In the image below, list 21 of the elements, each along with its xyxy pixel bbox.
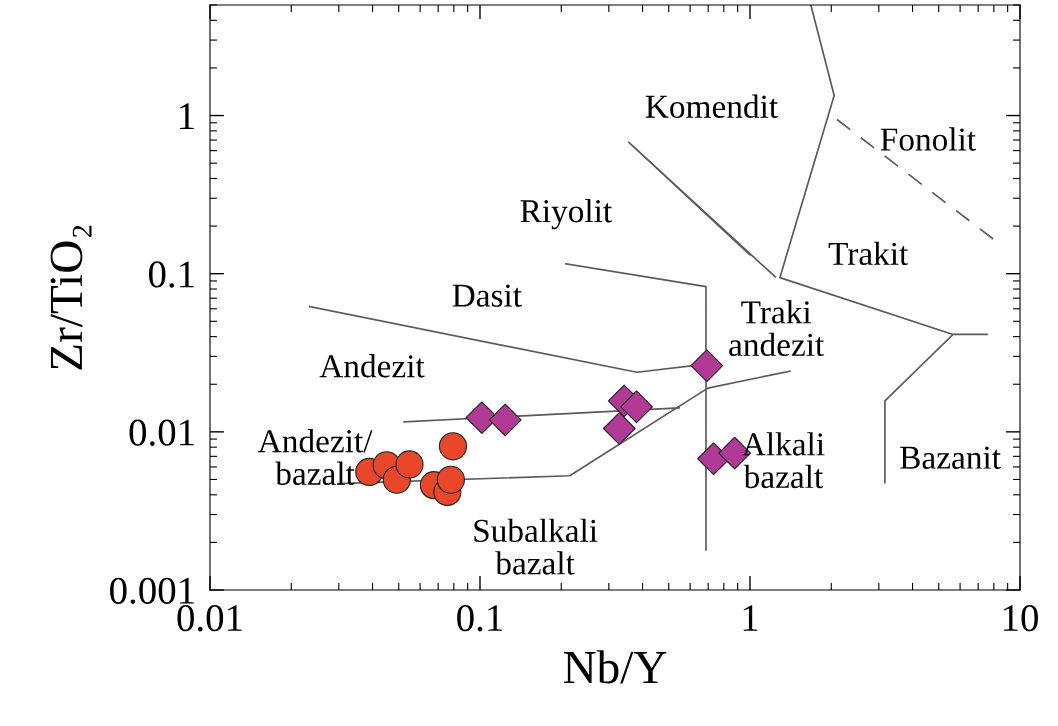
annotation: Trakit — [828, 241, 909, 266]
x-axis-title: Nb/Y — [563, 650, 667, 684]
y-tick-label: 0.1 — [148, 261, 194, 288]
y-tick-label: 0.01 — [129, 419, 194, 446]
x-tick-label: 0.1 — [457, 605, 502, 632]
x-tick-label: 10 — [1003, 605, 1038, 632]
annotation: Dasit — [452, 284, 522, 307]
annotation: Fonolit — [880, 127, 976, 151]
annotation: Subalkali bazalt — [474, 518, 598, 575]
annotation: Riyolit — [520, 198, 612, 230]
annotation: Komendit — [645, 94, 778, 118]
y-tick-label: 1 — [180, 103, 194, 130]
y-axis-title: Zr/TiO₂ — [50, 225, 92, 370]
y-tick-label: 0.001 — [110, 577, 194, 605]
x-tick-label: 1 — [743, 605, 758, 631]
annotation: Alkali bazalt — [742, 432, 825, 489]
annotation: Andezit — [319, 354, 425, 378]
annotation: Bazanit — [900, 446, 1001, 469]
annotation: Andezit/ bazalt — [258, 429, 373, 485]
x-tick-label: 0.01 — [177, 605, 242, 632]
annotation: Traki andezit — [729, 300, 825, 357]
